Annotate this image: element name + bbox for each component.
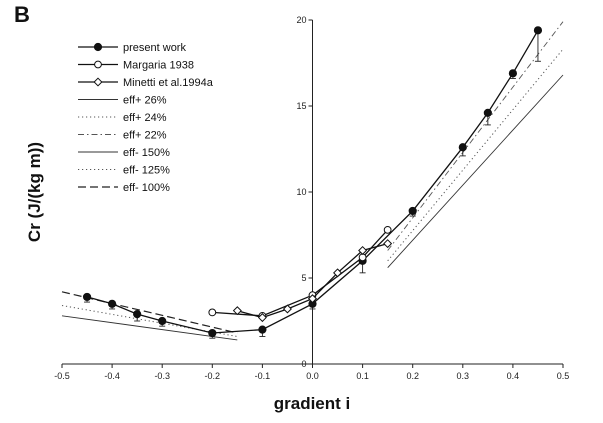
data-point-open-diamond (383, 239, 393, 249)
data-point-filled-circle (133, 310, 142, 319)
efficiency-line (387, 48, 564, 262)
legend-label: eff+ 24% (123, 112, 167, 124)
legend-label: eff- 150% (123, 147, 170, 159)
series-0 (82, 26, 543, 339)
series-6 (61, 315, 238, 341)
legend-label: eff+ 26% (123, 95, 167, 107)
x-tick-label: 0.0 (306, 371, 319, 381)
data-point-open-circle (383, 225, 392, 234)
data-point-filled-circle (483, 108, 492, 117)
x-tick-label: -0.1 (255, 371, 271, 381)
legend-label: eff- 125% (123, 165, 170, 177)
legend-label: Margaria 1938 (123, 60, 194, 72)
series-2 (232, 239, 393, 323)
tick-layer: -0.5 -0.4 -0.3 -0.2 -0.1 0.0 0.1 0.2 0.3 0.4 0.5 0 5… (54, 15, 569, 381)
data-point-open-diamond (358, 245, 368, 255)
x-axis-title: gradient i (274, 394, 351, 413)
data-point-open-diamond (257, 313, 267, 323)
legend-label: eff- 100% (123, 182, 170, 194)
x-tick-label: 0.1 (356, 371, 369, 381)
x-tick-label: -0.2 (205, 371, 221, 381)
legend-label: present work (123, 42, 186, 54)
x-tick-label: 0.5 (557, 371, 570, 381)
x-tick-label: 0.4 (507, 371, 520, 381)
legend-label: Minetti et al.1994a (123, 77, 214, 89)
data-point-open-diamond (232, 306, 242, 316)
y-tick-label: 10 (296, 187, 306, 197)
data-point-filled-circle (108, 299, 117, 308)
data-point-open-circle (208, 308, 217, 317)
data-point-open-diamond (93, 77, 103, 87)
y-tick-label: 5 (301, 273, 306, 283)
data-point-filled-circle (258, 325, 267, 334)
series-5 (387, 21, 564, 251)
y-axis-title: Cr (J/(kg m)) (25, 142, 44, 242)
series-4 (387, 48, 564, 262)
series-3 (387, 74, 564, 269)
data-point-open-diamond (282, 304, 292, 314)
data-point-filled-circle (458, 143, 467, 152)
legend: present work Margaria 1938 Minetti et al.1… (78, 42, 214, 194)
x-tick-label: -0.4 (104, 371, 120, 381)
x-tick-label: -0.3 (154, 371, 170, 381)
data-series-layer (82, 26, 543, 339)
data-point-filled-circle (508, 69, 518, 78)
y-tick-label: 20 (296, 15, 306, 25)
data-point-filled-circle (533, 26, 543, 35)
legend-label: eff+ 22% (123, 130, 167, 142)
data-point-filled-circle (93, 42, 103, 52)
efficiency-line (387, 74, 564, 269)
y-tick-label: 15 (296, 101, 306, 111)
data-point-open-diamond (333, 268, 343, 278)
data-point-open-circle (94, 60, 102, 69)
x-tick-label: -0.5 (54, 371, 70, 381)
panel-label: B (14, 2, 30, 27)
data-point-open-diamond (307, 294, 318, 304)
efficiency-line (387, 21, 564, 251)
efficiency-line (61, 315, 238, 341)
data-point-filled-circle (82, 292, 92, 302)
y-tick-label: 0 (301, 359, 306, 369)
data-point-filled-circle (158, 316, 167, 326)
data-point-filled-circle (408, 206, 417, 216)
x-tick-label: 0.2 (406, 371, 419, 381)
x-tick-label: 0.3 (457, 371, 470, 381)
data-point-filled-circle (208, 328, 217, 338)
